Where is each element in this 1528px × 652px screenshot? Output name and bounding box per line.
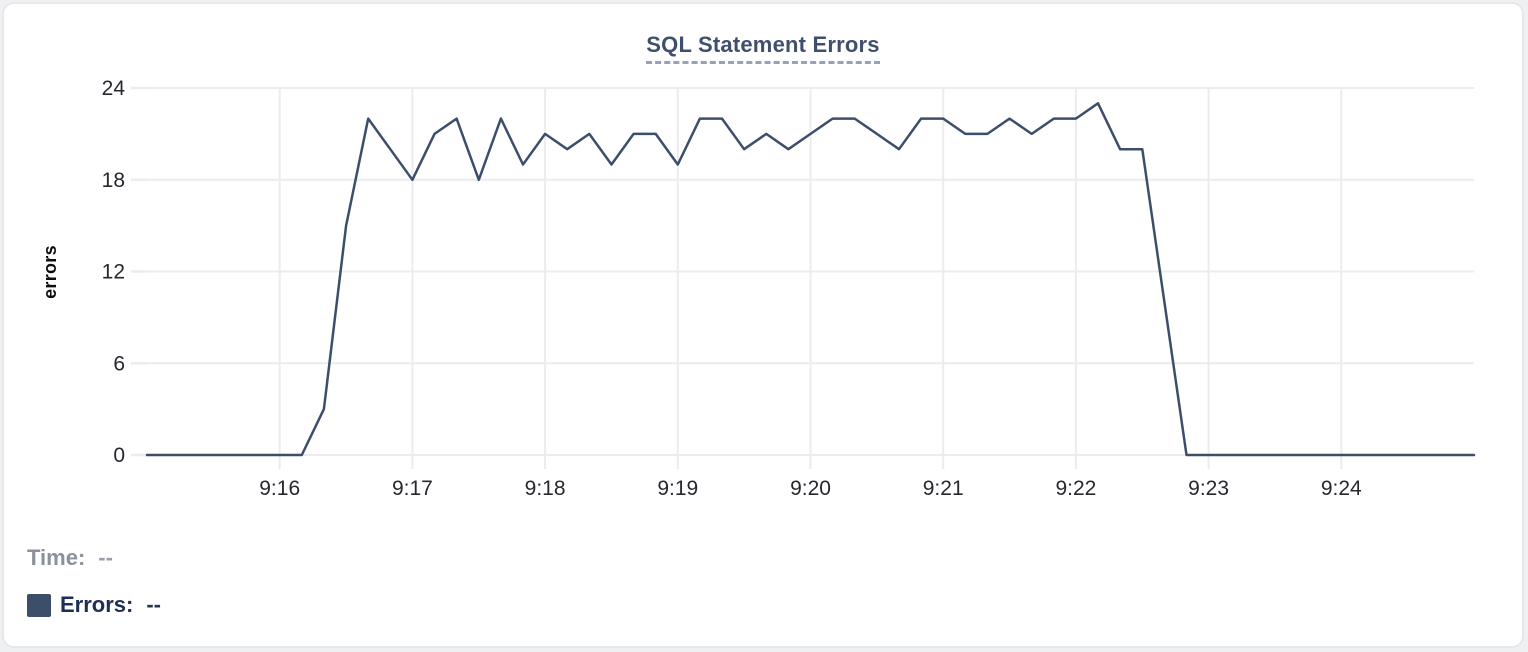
svg-text:9:22: 9:22 bbox=[1055, 477, 1096, 500]
tooltip-errors-value: -- bbox=[146, 592, 162, 617]
svg-text:0: 0 bbox=[113, 444, 125, 467]
svg-text:9:23: 9:23 bbox=[1188, 477, 1229, 500]
tooltip-errors-row: Errors: -- bbox=[27, 592, 161, 618]
svg-text:12: 12 bbox=[102, 261, 125, 284]
tooltip-time-value: -- bbox=[98, 545, 113, 570]
svg-text:24: 24 bbox=[102, 77, 126, 100]
svg-text:6: 6 bbox=[113, 352, 125, 375]
tooltip-time-row: Time: -- bbox=[27, 545, 113, 571]
tooltip-errors-label: Errors: bbox=[60, 592, 134, 617]
svg-text:9:17: 9:17 bbox=[392, 477, 433, 500]
svg-text:18: 18 bbox=[102, 169, 125, 192]
svg-text:9:18: 9:18 bbox=[525, 477, 566, 500]
svg-text:errors: errors bbox=[40, 245, 60, 299]
errors-series-swatch-icon bbox=[27, 593, 51, 617]
svg-text:9:24: 9:24 bbox=[1321, 477, 1362, 500]
svg-text:9:19: 9:19 bbox=[657, 477, 698, 500]
chart-title[interactable]: SQL Statement Errors bbox=[646, 32, 880, 64]
tooltip-time-label: Time: bbox=[27, 545, 86, 570]
svg-text:9:16: 9:16 bbox=[259, 477, 300, 500]
svg-text:9:20: 9:20 bbox=[790, 477, 831, 500]
svg-text:9:21: 9:21 bbox=[923, 477, 964, 500]
sql-errors-line-chart[interactable]: 0 6 12 18 24 9:16 9:17 9:18 9:19 9:20 9:21 9:22 9:23… bbox=[4, 64, 1528, 504]
chart-header: SQL Statement Errors bbox=[4, 32, 1522, 64]
